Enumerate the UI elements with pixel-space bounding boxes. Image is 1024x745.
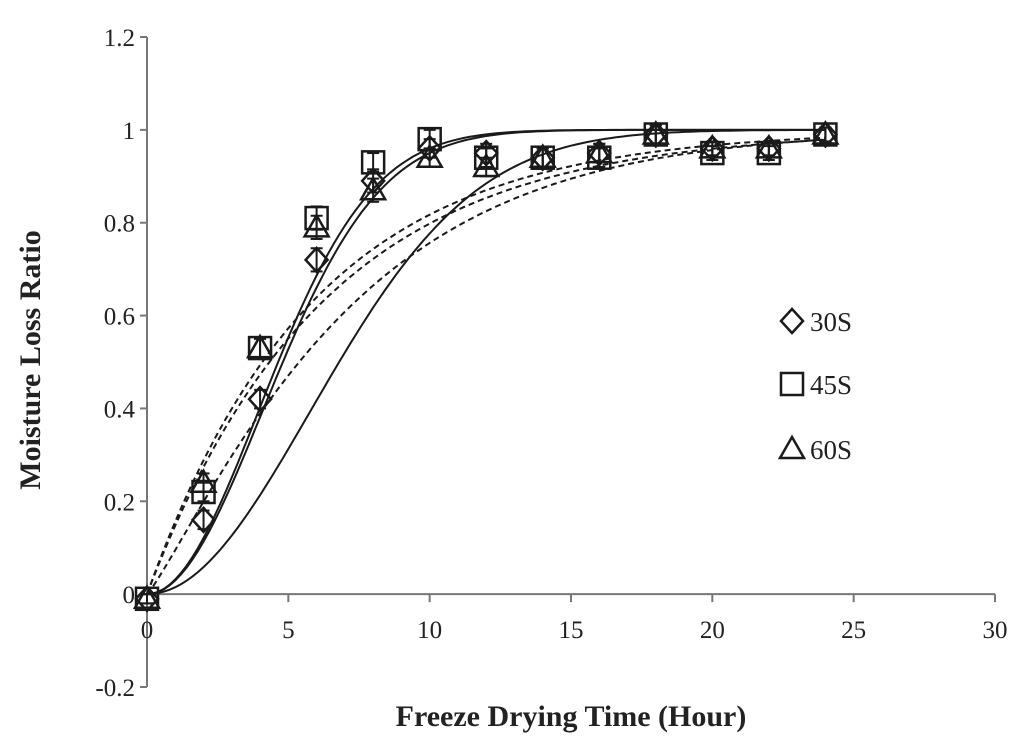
y-tick-label: 0.8: [104, 211, 135, 238]
y-tick-label: 0: [123, 582, 136, 609]
fit-dashed-2: [146, 138, 826, 595]
point-triangle: [528, 143, 557, 168]
point-triangle: [754, 133, 784, 159]
series-30S: [134, 120, 839, 613]
x-tick-label: 0: [141, 617, 154, 644]
legend-label: 30S: [810, 307, 852, 337]
legend-marker-diamond: [779, 307, 805, 335]
fit-dashed-1: [146, 138, 826, 595]
y-axis-title: Moisture Loss Ratio: [14, 230, 47, 489]
x-axis-title: Freeze Drying Time (Hour): [396, 700, 747, 733]
point-triangle: [415, 143, 444, 168]
axes: -0.2 0 0.2 0.4 0.6 0.8 1 1.2 0 5 10 15 20 25 30: [95, 25, 1007, 702]
series-45S: [134, 122, 838, 612]
point-triangle: [641, 119, 670, 145]
x-tick-label: 10: [417, 617, 442, 644]
x-tick-label: 25: [841, 617, 866, 644]
point-triangle: [132, 584, 162, 610]
series-60S: [132, 119, 840, 610]
point-triangle: [358, 175, 388, 201]
x-tick-label: 20: [700, 617, 725, 644]
legend-label: 60S: [810, 435, 852, 465]
legend-label: 45S: [810, 370, 852, 400]
y-tick-label: 0.4: [104, 396, 136, 423]
fit-curves: [146, 128, 826, 596]
point-triangle: [585, 138, 614, 164]
point-diamond: [303, 246, 330, 274]
point-triangle: [472, 152, 501, 178]
legend-marker-triangle: [777, 434, 807, 460]
legend: 30S 45S 60S: [777, 307, 852, 465]
y-tick-label: 0.6: [104, 304, 135, 331]
legend-marker-square: [779, 371, 805, 397]
point-triangle: [302, 212, 331, 238]
y-tick-label: -0.2: [95, 675, 135, 702]
data-points: [132, 119, 840, 613]
point-triangle: [245, 333, 275, 359]
point-diamond: [190, 506, 217, 534]
y-tick-label: 0.2: [104, 489, 135, 516]
y-tick-label: 1.2: [104, 25, 135, 52]
fit-dashed-3: [146, 136, 826, 595]
fit-solid-2: [146, 128, 826, 596]
point-diamond: [247, 385, 273, 413]
x-tick-label: 15: [559, 617, 584, 644]
fit-solid-1: [146, 128, 826, 596]
x-tick-label: 30: [983, 617, 1008, 644]
point-square: [360, 150, 386, 175]
fit-solid-3: [146, 128, 826, 596]
y-tick-label: 1: [123, 118, 136, 145]
x-tick-label: 5: [282, 617, 295, 644]
point-triangle: [811, 119, 840, 145]
point-triangle: [698, 133, 727, 159]
point-triangle: [189, 468, 218, 493]
